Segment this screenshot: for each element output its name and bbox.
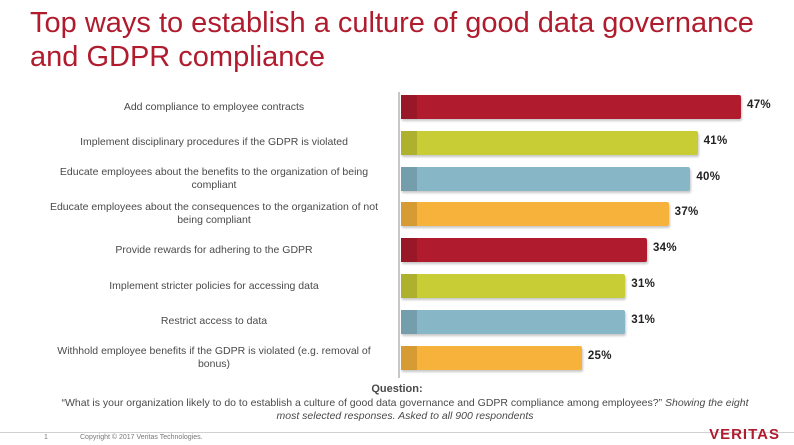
footer-divider <box>0 432 794 433</box>
question-note: Showing the eight most selected response… <box>276 397 749 422</box>
bar <box>401 130 698 155</box>
bar <box>401 274 626 298</box>
chart-axis-line <box>398 92 400 378</box>
bar <box>401 238 647 263</box>
bar-category-label: Educate employees about the benefits to … <box>39 163 389 195</box>
bar-category-text: Implement disciplinary procedures if the… <box>80 136 348 149</box>
bar-shade <box>401 274 417 298</box>
bar-category-label: Implement stricter policies for accessin… <box>39 270 389 302</box>
bar-shade <box>401 202 417 227</box>
bar-category-text: Restrict access to data <box>160 315 268 328</box>
bar-value-label: 40% <box>696 170 721 183</box>
bar-shade <box>401 130 417 155</box>
bar-row: Educate employees about the consequences… <box>0 198 794 230</box>
bar-category-label: Withhold employee benefits if the GDPR i… <box>39 342 389 374</box>
bar <box>401 345 582 370</box>
veritas-logo: VERITAS <box>709 426 780 443</box>
bar <box>401 309 626 334</box>
bar-row: Implement stricter policies for accessin… <box>0 270 794 302</box>
bar-category-text: Withhold employee benefits if the GDPR i… <box>57 344 371 370</box>
bar-row: Educate employees about the benefits to … <box>0 163 794 195</box>
bar-shade <box>401 238 417 263</box>
bar <box>401 95 741 119</box>
bar-shade <box>401 309 417 334</box>
bar-category-label: Restrict access to data <box>39 306 389 338</box>
bar-value-label: 31% <box>631 278 656 290</box>
question-heading: Question: <box>371 383 423 395</box>
bar-value-label: 34% <box>652 242 677 255</box>
bar-category-text: Educate employees about the consequences… <box>49 201 379 227</box>
bar-value-label: 25% <box>587 349 612 362</box>
bar-row: Restrict access to data 31% <box>0 306 794 338</box>
question-text: “What is your organization likely to do … <box>60 397 750 423</box>
bar-category-text: Educate employees about the benefits to … <box>59 165 369 191</box>
bar <box>401 202 669 227</box>
bar-category-label: Implement disciplinary procedures if the… <box>39 127 389 159</box>
bar-value-label: 41% <box>703 134 728 147</box>
page-number: 1 <box>44 434 48 441</box>
copyright-text: Copyright © 2017 Veritas Technologies. <box>80 434 203 441</box>
bar-value-label: 37% <box>674 206 699 219</box>
bar <box>401 166 691 191</box>
bar-category-text: Provide rewards for adhering to the GDPR <box>115 243 313 256</box>
bar-category-label: Educate employees about the consequences… <box>39 198 389 230</box>
bar-category-label: Add compliance to employee contracts <box>39 91 389 123</box>
bar-category-text: Add compliance to employee contracts <box>123 100 305 113</box>
bar-row: Provide rewards for adhering to the GDPR… <box>0 234 794 266</box>
bar-value-label: 47% <box>747 99 771 111</box>
question-quote: “What is your organization likely to do … <box>61 397 663 409</box>
page-title: Top ways to establish a culture of good … <box>30 7 754 73</box>
bar-row: Add compliance to employee contracts 47% <box>0 91 794 123</box>
bar-shade <box>401 95 417 119</box>
bar-shade <box>401 166 417 191</box>
bar-row: Implement disciplinary procedures if the… <box>0 127 794 159</box>
bar-row: Withhold employee benefits if the GDPR i… <box>0 342 794 374</box>
bar-shade <box>401 345 417 370</box>
bar-category-label: Provide rewards for adhering to the GDPR <box>39 234 389 266</box>
bar-value-label: 31% <box>631 313 656 326</box>
bar-category-text: Implement stricter policies for accessin… <box>109 279 319 292</box>
